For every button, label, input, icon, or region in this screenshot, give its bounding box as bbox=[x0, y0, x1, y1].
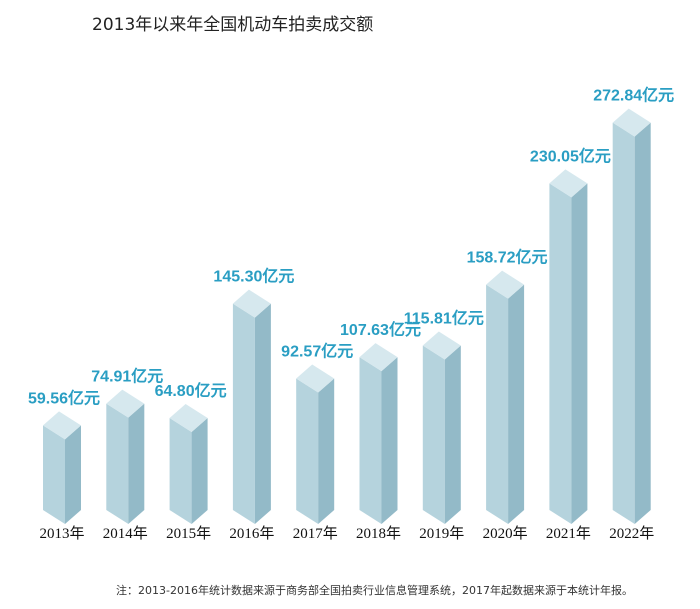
bar-front bbox=[612, 122, 635, 524]
x-tick-label: 2013年 bbox=[39, 525, 84, 542]
x-tick-label: 2014年 bbox=[103, 525, 148, 542]
x-tick-label: 2022年 bbox=[609, 525, 654, 542]
x-tick-label: 2019年 bbox=[419, 525, 464, 542]
value-label: 74.91亿元 bbox=[91, 367, 163, 386]
bar bbox=[549, 169, 588, 525]
bar-top bbox=[232, 289, 271, 318]
bar bbox=[43, 411, 81, 524]
value-label: 115.81亿元 bbox=[404, 309, 484, 328]
x-tick-label: 2018年 bbox=[356, 525, 401, 542]
value-label: 64.80亿元 bbox=[155, 381, 227, 400]
bar-top bbox=[43, 411, 81, 440]
x-tick-label: 2020年 bbox=[483, 525, 528, 542]
bar-top bbox=[612, 108, 651, 137]
x-tick-label: 2016年 bbox=[229, 525, 274, 542]
bar bbox=[486, 270, 525, 524]
bar-front bbox=[232, 303, 255, 524]
bar-side bbox=[444, 345, 461, 524]
bar bbox=[232, 289, 271, 524]
x-tick-label: 2017年 bbox=[293, 525, 338, 542]
value-label: 158.72亿元 bbox=[467, 248, 548, 267]
bar-front bbox=[106, 403, 129, 524]
bar-side bbox=[508, 284, 525, 524]
value-label: 230.05亿元 bbox=[530, 146, 611, 165]
bar-side bbox=[191, 417, 208, 524]
source-note: 注：2013-2016年统计数据来源于商务部全国拍卖行业信息管理系统，2017年… bbox=[116, 584, 633, 597]
x-tick-label: 2021年 bbox=[546, 525, 591, 542]
bar bbox=[359, 343, 398, 524]
bar-front bbox=[359, 357, 382, 524]
bar-side bbox=[65, 425, 81, 524]
bar-front bbox=[296, 378, 319, 524]
bar-front bbox=[549, 183, 572, 525]
bar-top bbox=[296, 364, 335, 393]
chart-title: 2013年以来年全国机动车拍卖成交额 bbox=[92, 15, 374, 35]
value-label: 107.63亿元 bbox=[340, 320, 421, 339]
bar-front bbox=[43, 425, 65, 524]
x-tick-label: 2015年 bbox=[166, 525, 211, 542]
bar-top bbox=[106, 389, 145, 418]
bar bbox=[612, 108, 651, 524]
bar-side bbox=[254, 303, 271, 524]
value-label: 145.30亿元 bbox=[213, 267, 294, 286]
bar bbox=[296, 364, 335, 524]
bar-top bbox=[169, 403, 208, 432]
bar-top bbox=[359, 343, 398, 372]
bar-front bbox=[486, 284, 509, 524]
value-label: 272.84亿元 bbox=[593, 86, 674, 105]
bar bbox=[106, 389, 145, 524]
bar-side bbox=[571, 183, 588, 525]
bar-side bbox=[381, 357, 398, 524]
bar bbox=[169, 403, 208, 524]
bar-side bbox=[634, 122, 651, 524]
bar-top bbox=[422, 331, 461, 360]
bar-top bbox=[486, 270, 525, 299]
bar bbox=[422, 331, 461, 524]
bar-top bbox=[549, 169, 588, 198]
bar-front bbox=[422, 345, 445, 524]
value-label: 59.56亿元 bbox=[28, 388, 100, 407]
bar-side bbox=[128, 403, 145, 524]
bar-front bbox=[169, 417, 192, 524]
bar-side bbox=[318, 378, 335, 524]
value-label: 92.57亿元 bbox=[281, 342, 353, 361]
